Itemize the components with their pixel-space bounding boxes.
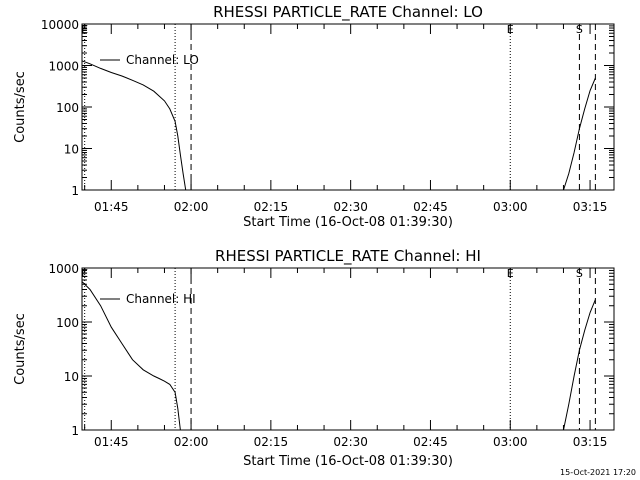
series-line-segment [563,77,596,190]
chart-title: RHESSI PARTICLE_RATE Channel: HI [215,247,481,266]
legend-label: Channel: LO [126,53,199,67]
x-tick-label: 02:45 [413,200,448,214]
marker-label: E [81,267,88,280]
y-tick-label: 1 [71,184,79,198]
x-tick-label: 02:45 [413,435,448,449]
y-tick-label: 1000 [48,262,79,276]
x-tick-label: 03:15 [573,200,608,214]
series-line-segment [82,60,187,190]
legend-label: Channel: HI [126,292,196,306]
y-tick-label: 10 [64,143,79,157]
series-line-segment [82,281,181,430]
x-tick-label: 02:30 [333,200,368,214]
series-line-segment [563,299,596,430]
x-tick-label: 02:00 [174,200,209,214]
lo-channel-panel: RHESSI PARTICLE_RATE Channel: LO 1 10 100 10… [13,3,615,230]
hi-channel-panel: RHESSI PARTICLE_RATE Channel: HI 1 10 100 10… [13,247,615,469]
y-tick-label: 10 [64,370,79,384]
plot-frame [81,23,615,191]
y-tick-label: 1 [71,424,79,438]
y-axis-label: Counts/sec [13,71,28,143]
marker-label: E [507,23,514,36]
x-tick-label: 01:45 [94,435,129,449]
x-tick-label: 03:15 [573,435,608,449]
x-tick-label: 03:00 [493,200,528,214]
y-tick-label: 100 [56,101,79,115]
x-tick-label: 03:00 [493,435,528,449]
y-axis-label: Counts/sec [13,313,28,385]
plot-frame [81,267,615,431]
y-tick-label: 100 [56,316,79,330]
x-axis-label: Start Time (16-Oct-08 01:39:30) [243,215,453,230]
x-tick-label: 02:15 [254,200,289,214]
marker-label: E [81,23,88,36]
x-axis-label: Start Time (16-Oct-08 01:39:30) [243,454,453,469]
x-tick-label: 02:15 [254,435,289,449]
x-tick-label: 02:30 [333,435,368,449]
x-tick-label: 01:45 [94,200,129,214]
marker-label: S [576,23,583,36]
marker-label: S [576,267,583,280]
chart-title: RHESSI PARTICLE_RATE Channel: LO [213,3,483,22]
marker-label: E [507,267,514,280]
y-tick-label: 10000 [41,18,79,32]
footer-timestamp: 15-Oct-2021 17:20 [560,468,636,477]
y-tick-label: 1000 [48,60,79,74]
x-tick-label: 02:00 [174,435,209,449]
